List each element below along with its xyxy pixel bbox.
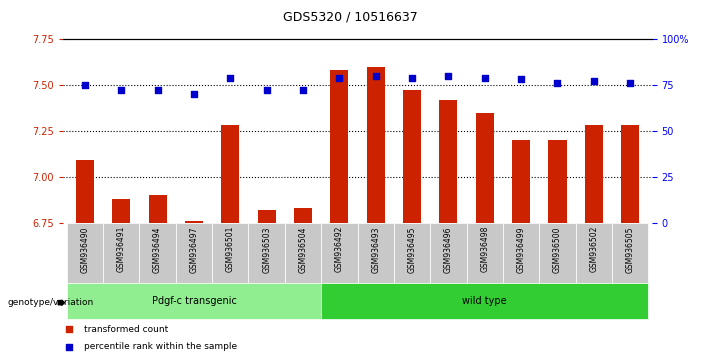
Point (405, 269, 416, 275)
Bar (476, 113, 494, 223)
Bar (367, 67, 385, 223)
Text: percentile rank within the sample: percentile rank within the sample (83, 342, 237, 352)
FancyBboxPatch shape (248, 223, 285, 283)
Bar (548, 140, 566, 223)
FancyBboxPatch shape (176, 223, 212, 283)
FancyBboxPatch shape (358, 223, 394, 283)
Text: GSM936490: GSM936490 (81, 226, 90, 273)
Point (370, 73, 381, 79)
FancyBboxPatch shape (321, 223, 358, 283)
Point (334, 75, 345, 80)
Bar (330, 70, 348, 223)
Text: transformed count: transformed count (83, 325, 168, 334)
Text: wild type: wild type (463, 296, 507, 306)
Text: GSM936494: GSM936494 (153, 226, 162, 273)
Text: GSM936495: GSM936495 (407, 226, 416, 273)
FancyBboxPatch shape (212, 223, 248, 283)
FancyBboxPatch shape (539, 223, 576, 283)
Bar (440, 100, 458, 223)
Bar (512, 140, 530, 223)
FancyBboxPatch shape (139, 223, 176, 283)
Bar (222, 125, 239, 223)
Text: GSM936496: GSM936496 (444, 226, 453, 273)
Text: GSM936503: GSM936503 (262, 226, 271, 273)
Point (443, 73, 454, 79)
Point (407, 75, 418, 80)
Point (261, 88, 272, 93)
Text: GSM936498: GSM936498 (480, 226, 489, 273)
Bar (585, 125, 603, 223)
Point (225, 75, 236, 80)
Text: GSM936492: GSM936492 (335, 226, 343, 273)
Point (515, 76, 526, 82)
Bar (149, 195, 167, 223)
Point (552, 80, 563, 86)
Text: Pdgf-c transgenic: Pdgf-c transgenic (151, 296, 236, 306)
Text: GSM936505: GSM936505 (625, 226, 634, 273)
FancyBboxPatch shape (285, 223, 321, 283)
Point (405, 108, 416, 114)
Text: GSM936497: GSM936497 (189, 226, 198, 273)
Bar (621, 125, 639, 223)
Point (625, 80, 636, 86)
Text: GSM936500: GSM936500 (553, 226, 562, 273)
FancyBboxPatch shape (430, 223, 467, 283)
FancyBboxPatch shape (67, 223, 103, 283)
Text: genotype/variation: genotype/variation (7, 298, 93, 307)
Bar (112, 199, 130, 223)
FancyBboxPatch shape (103, 223, 139, 283)
Bar (403, 91, 421, 223)
Point (116, 88, 127, 93)
FancyBboxPatch shape (576, 223, 612, 283)
Point (79, 82, 90, 88)
FancyBboxPatch shape (321, 283, 648, 319)
Point (479, 75, 490, 80)
Text: GDS5320 / 10516637: GDS5320 / 10516637 (283, 11, 418, 24)
Point (152, 88, 163, 93)
FancyBboxPatch shape (467, 223, 503, 283)
Text: GSM936504: GSM936504 (299, 226, 308, 273)
Bar (185, 221, 203, 223)
Text: GSM936493: GSM936493 (372, 226, 380, 273)
FancyBboxPatch shape (612, 223, 648, 283)
Text: GSM936502: GSM936502 (590, 226, 598, 273)
Point (297, 88, 308, 93)
Text: GSM936501: GSM936501 (226, 226, 235, 273)
Bar (294, 208, 312, 223)
FancyBboxPatch shape (503, 223, 539, 283)
Bar (257, 210, 275, 223)
FancyBboxPatch shape (67, 283, 321, 319)
Text: GSM936491: GSM936491 (117, 226, 125, 273)
Bar (76, 160, 94, 223)
FancyBboxPatch shape (394, 223, 430, 283)
Point (588, 79, 599, 84)
Point (189, 91, 200, 97)
Text: GSM936499: GSM936499 (517, 226, 526, 273)
